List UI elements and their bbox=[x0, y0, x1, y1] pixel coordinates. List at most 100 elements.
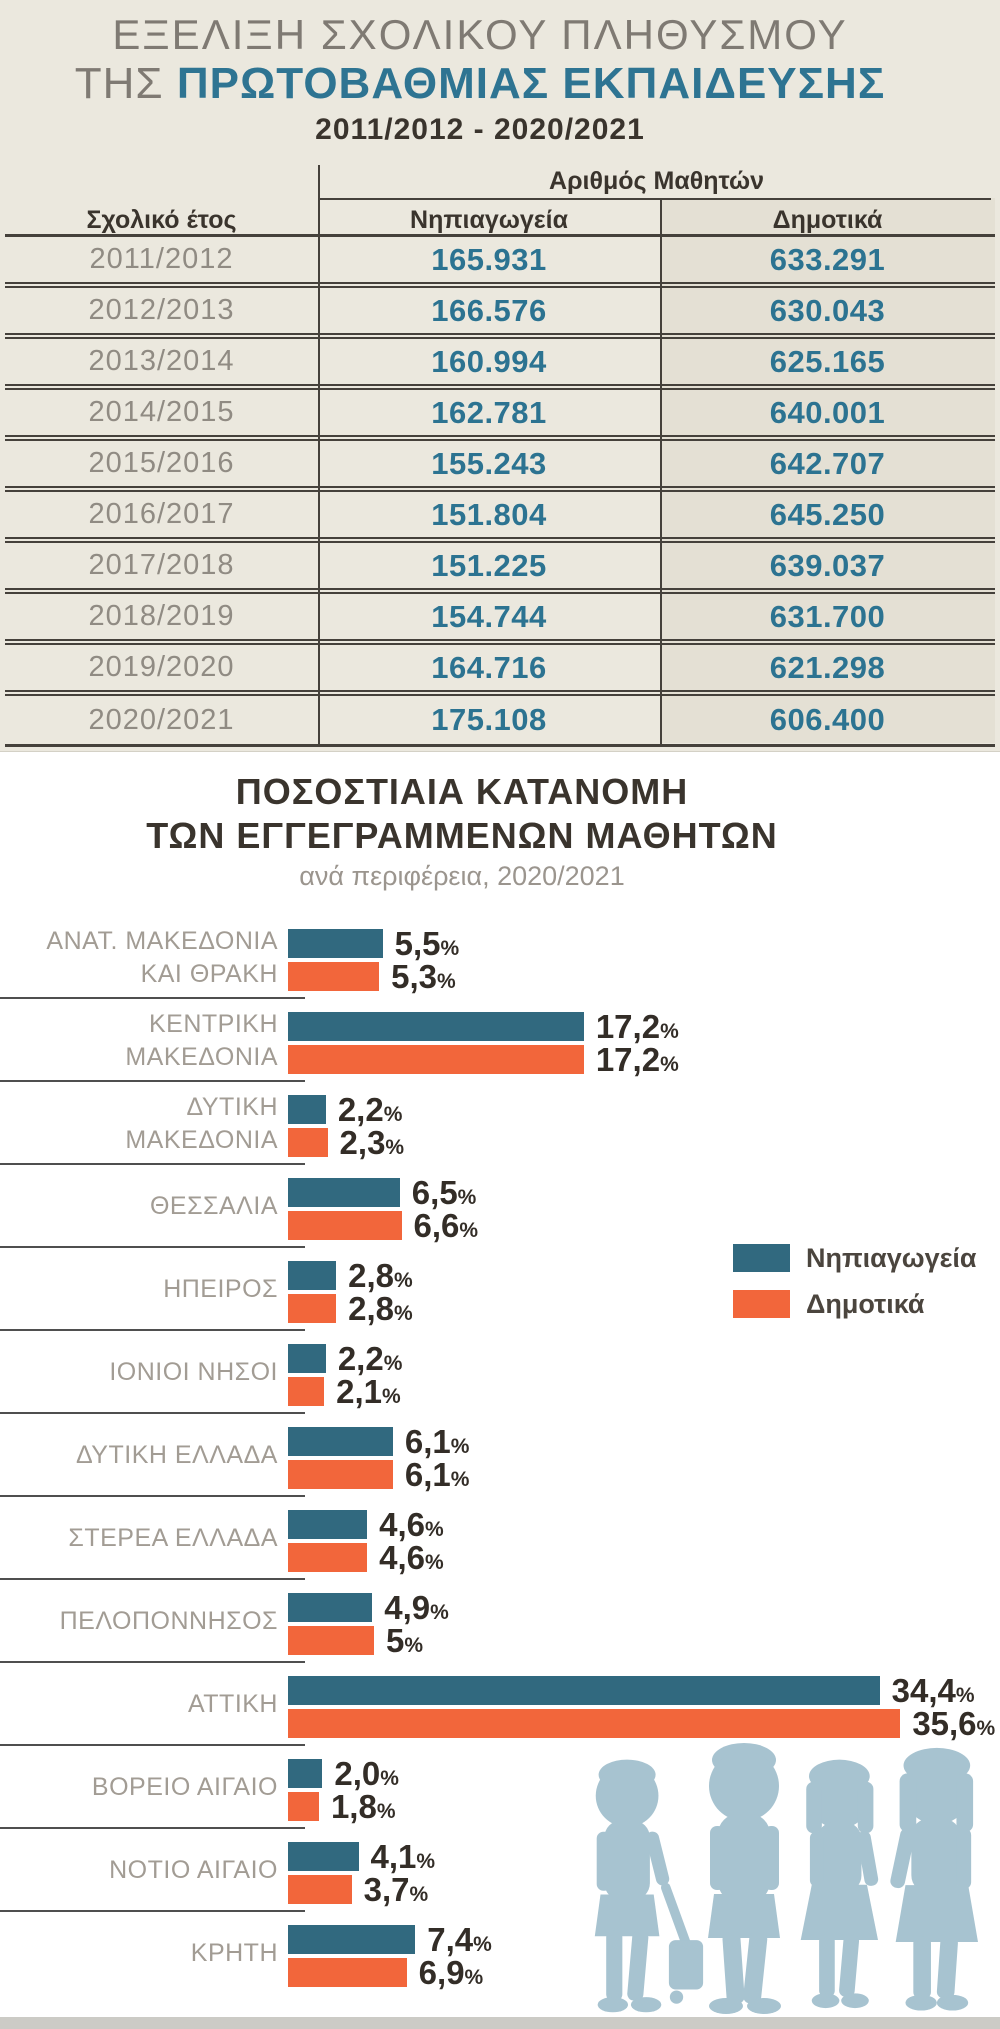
kindergartens-bar bbox=[288, 1427, 393, 1456]
ground-strip bbox=[0, 2017, 1000, 2029]
primary-bar bbox=[288, 1460, 393, 1489]
region-label: ΒΟΡΕΙΟ ΑΙΓΑΙΟ bbox=[91, 1773, 278, 1801]
primary-cell: 606.400 bbox=[769, 702, 886, 737]
primary-bar bbox=[288, 1792, 319, 1821]
region-label: ΚΕΝΤΡΙΚΗ ΜΑΚΕΔΟΝΙΑ bbox=[125, 1009, 278, 1071]
region-bars: 6,1% 6,1% bbox=[288, 1423, 470, 1493]
year-cell: 2012/2013 bbox=[88, 294, 235, 326]
region-label: ΠΕΛΟΠΟΝΝΗΣΟΣ bbox=[59, 1607, 278, 1635]
region-label: ΚΡΗΤΗ bbox=[190, 1939, 278, 1967]
chart-region-row: ΘΕΣΣΑΛΙΑ 6,5% 6,6% bbox=[0, 1165, 1000, 1248]
kindergartens-cell: 165.931 bbox=[431, 241, 547, 277]
region-bars: 2,2% 2,1% bbox=[288, 1340, 402, 1410]
bar-value-label: 4,9% bbox=[384, 1588, 449, 1626]
primary-cell: 625.165 bbox=[769, 343, 886, 379]
primary-cell: 640.001 bbox=[769, 394, 886, 430]
legend-label: Νηπιαγωγεία bbox=[806, 1242, 977, 1273]
group-separator-line bbox=[0, 997, 305, 999]
primary-cell: 630.043 bbox=[769, 292, 886, 328]
chart-region-row: ΠΕΛΟΠΟΝΝΗΣΟΣ 4,9% 5% bbox=[0, 1580, 1000, 1663]
region-bars: 4,6% 4,6% bbox=[288, 1506, 444, 1576]
year-cell: 2016/2017 bbox=[88, 498, 235, 530]
kindergartens-bar bbox=[288, 1344, 326, 1373]
region-label: ΘΕΣΣΑΛΙΑ bbox=[149, 1192, 278, 1220]
chart-region-row: ΑΝΑΤ. ΜΑΚΕΔΟΝΙΑ ΚΑΙ ΘΡΑΚΗ 5,5% 5,3% bbox=[0, 916, 1000, 999]
region-bars: 2,2% 2,3% bbox=[288, 1091, 405, 1161]
bar-value-label: 2,0% bbox=[334, 1754, 399, 1792]
kindergartens-cell: 151.225 bbox=[431, 547, 547, 583]
kindergartens-cell: 155.243 bbox=[431, 445, 547, 481]
table-row: 2011/2012 165.931 633.291 bbox=[5, 237, 995, 288]
bar-value-label: 6,9% bbox=[418, 1953, 484, 1991]
group-separator-line bbox=[0, 1495, 305, 1497]
bar-value-label: 2,8% bbox=[348, 1256, 413, 1294]
main-title-line1: ΕΞΕΛΙΞΗ ΣΧΟΛΙΚΟΥ ΠΛΗΘΥΣΜΟΥ bbox=[112, 11, 848, 58]
chart-legend: Νηπιαγωγεία Δημοτικά bbox=[733, 1242, 977, 1336]
table-row: 2015/2016 155.243 642.707 bbox=[5, 441, 995, 492]
primary-cell: 621.298 bbox=[769, 649, 886, 685]
kindergartens-bar bbox=[288, 929, 383, 958]
group-separator-line bbox=[0, 1661, 305, 1663]
main-title-prefix: ΤΗΣ bbox=[74, 59, 177, 108]
year-cell: 2019/2020 bbox=[88, 651, 235, 683]
region-label: ΝΟΤΙΟ ΑΙΓΑΙΟ bbox=[109, 1856, 278, 1884]
kindergartens-bar bbox=[288, 1842, 359, 1871]
primary-bar bbox=[288, 1543, 368, 1572]
bar-value-label: 2,1% bbox=[336, 1372, 401, 1410]
bar-value-label: 34,4% bbox=[891, 1671, 975, 1709]
bar-value-label: 6,1% bbox=[404, 1422, 470, 1460]
table-row: 2013/2014 160.994 625.165 bbox=[5, 339, 995, 390]
bar-value-label: 6,5% bbox=[411, 1173, 477, 1211]
chart-region-row: ΚΕΝΤΡΙΚΗ ΜΑΚΕΔΟΝΙΑ 17,2% 17,2% bbox=[0, 999, 1000, 1082]
year-cell: 2014/2015 bbox=[88, 396, 235, 428]
kindergartens-cell: 154.744 bbox=[431, 598, 547, 634]
table-header-year: Σχολικό έτος bbox=[86, 206, 237, 234]
table-row: 2018/2019 154.744 631.700 bbox=[5, 594, 995, 645]
kindergartens-cell: 160.994 bbox=[431, 343, 547, 379]
region-label: ΔΥΤΙΚΗ ΕΛΛΑΔΑ bbox=[75, 1441, 278, 1469]
bar-value-label: 2,8% bbox=[348, 1289, 413, 1327]
main-title-line2: ΤΗΣ ΠΡΩΤΟΒΑΘΜΙΑΣ ΕΚΠΑΙΔΕΥΣΗΣ bbox=[0, 58, 960, 110]
primary-cell: 642.707 bbox=[769, 445, 886, 481]
kindergartens-cell: 164.716 bbox=[431, 649, 547, 685]
primary-cell: 633.291 bbox=[769, 241, 886, 277]
chart-title-block: ΠΟΣΟΣΤΙΑΙΑ ΚΑΤΑΝΟΜΗ ΤΩΝ ΕΓΓΕΓΡΑΜΜΕΝΩΝ ΜΑ… bbox=[0, 770, 924, 894]
kindergartens-bar bbox=[288, 1510, 368, 1539]
kindergartens-bar bbox=[288, 1095, 326, 1124]
kindergartens-cell: 166.576 bbox=[431, 292, 547, 328]
year-cell: 2011/2012 bbox=[89, 243, 234, 275]
primary-bar bbox=[288, 962, 380, 991]
kindergartens-bar bbox=[288, 1178, 400, 1207]
kindergartens-bar bbox=[288, 1759, 323, 1788]
table-group-header: Αριθμός Μαθητών bbox=[549, 167, 764, 195]
table-col3-tint bbox=[660, 198, 995, 743]
table-header-kindergartens: Νηπιαγωγεία bbox=[410, 206, 568, 234]
main-title-emphasis: ΠΡΩΤΟΒΑΘΜΙΑΣ ΕΚΠΑΙΔΕΥΣΗΣ bbox=[176, 59, 886, 108]
students-table: Αριθμός Μαθητών Σχολικό έτος Νηπιαγωγεία… bbox=[5, 165, 995, 747]
group-separator-line bbox=[0, 1744, 305, 1746]
bar-value-label: 6,6% bbox=[413, 1206, 479, 1244]
bar-value-label: 4,6% bbox=[379, 1538, 444, 1576]
year-cell: 2015/2016 bbox=[88, 447, 235, 479]
chart-region-row: ΝΟΤΙΟ ΑΙΓΑΙΟ 4,1% 3,7% bbox=[0, 1829, 1000, 1912]
bar-value-label: 2,3% bbox=[339, 1123, 405, 1161]
legend-item: Δημοτικά bbox=[733, 1289, 977, 1319]
children-walking-icon bbox=[594, 1743, 978, 2014]
school-population-panel: ΕΞΕΛΙΞΗ ΣΧΟΛΙΚΟΥ ΠΛΗΘΥΣΜΟΥ ΤΗΣ ΠΡΩΤΟΒΑΘΜ… bbox=[0, 0, 1000, 752]
chart-region-row: ΑΤΤΙΚΗ 34,4% 35,6% bbox=[0, 1663, 1000, 1746]
primary-cell: 631.700 bbox=[769, 598, 886, 634]
table-header-rule bbox=[5, 234, 995, 237]
table-group-underline bbox=[318, 198, 991, 200]
region-bars: 5,5% 5,3% bbox=[288, 925, 459, 995]
region-label: ΑΤΤΙΚΗ bbox=[187, 1690, 278, 1718]
bar-value-label: 6,1% bbox=[404, 1455, 470, 1493]
region-label: ΔΥΤΙΚΗ ΜΑΚΕΔΟΝΙΑ bbox=[125, 1092, 278, 1154]
main-title: ΕΞΕΛΙΞΗ ΣΧΟΛΙΚΟΥ ΠΛΗΘΥΣΜΟΥ ΤΗΣ ΠΡΩΤΟΒΑΘΜ… bbox=[0, 12, 960, 148]
legend-item: Νηπιαγωγεία bbox=[733, 1242, 977, 1273]
region-bars: 6,5% 6,6% bbox=[288, 1174, 479, 1244]
kindergartens-cell: 151.804 bbox=[431, 496, 547, 532]
primary-bar bbox=[288, 1294, 337, 1323]
chart-title-line1: ΠΟΣΟΣΤΙΑΙΑ ΚΑΤΑΝΟΜΗ bbox=[235, 771, 689, 812]
table-row: 2012/2013 166.576 630.043 bbox=[5, 288, 995, 339]
year-cell: 2017/2018 bbox=[88, 549, 235, 581]
